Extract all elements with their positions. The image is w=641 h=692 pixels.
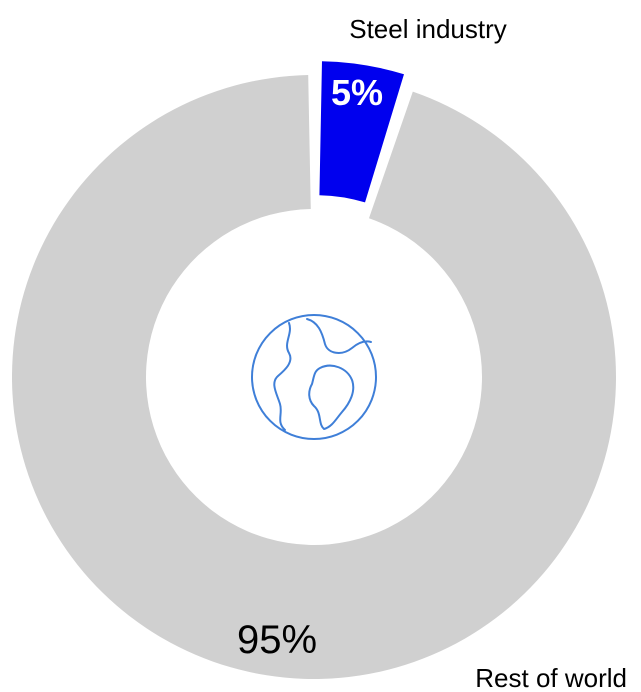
globe-icon <box>251 314 377 440</box>
slice-steel-industry <box>319 61 404 203</box>
slice-value-steel: 5% <box>331 72 383 113</box>
slice-value-rest: 95% <box>237 618 317 662</box>
slices-group <box>12 61 616 679</box>
slice-rest-of-world <box>12 75 616 679</box>
slice-label-steel: Steel industry <box>349 14 507 44</box>
slice-label-rest: Rest of world <box>475 663 627 692</box>
